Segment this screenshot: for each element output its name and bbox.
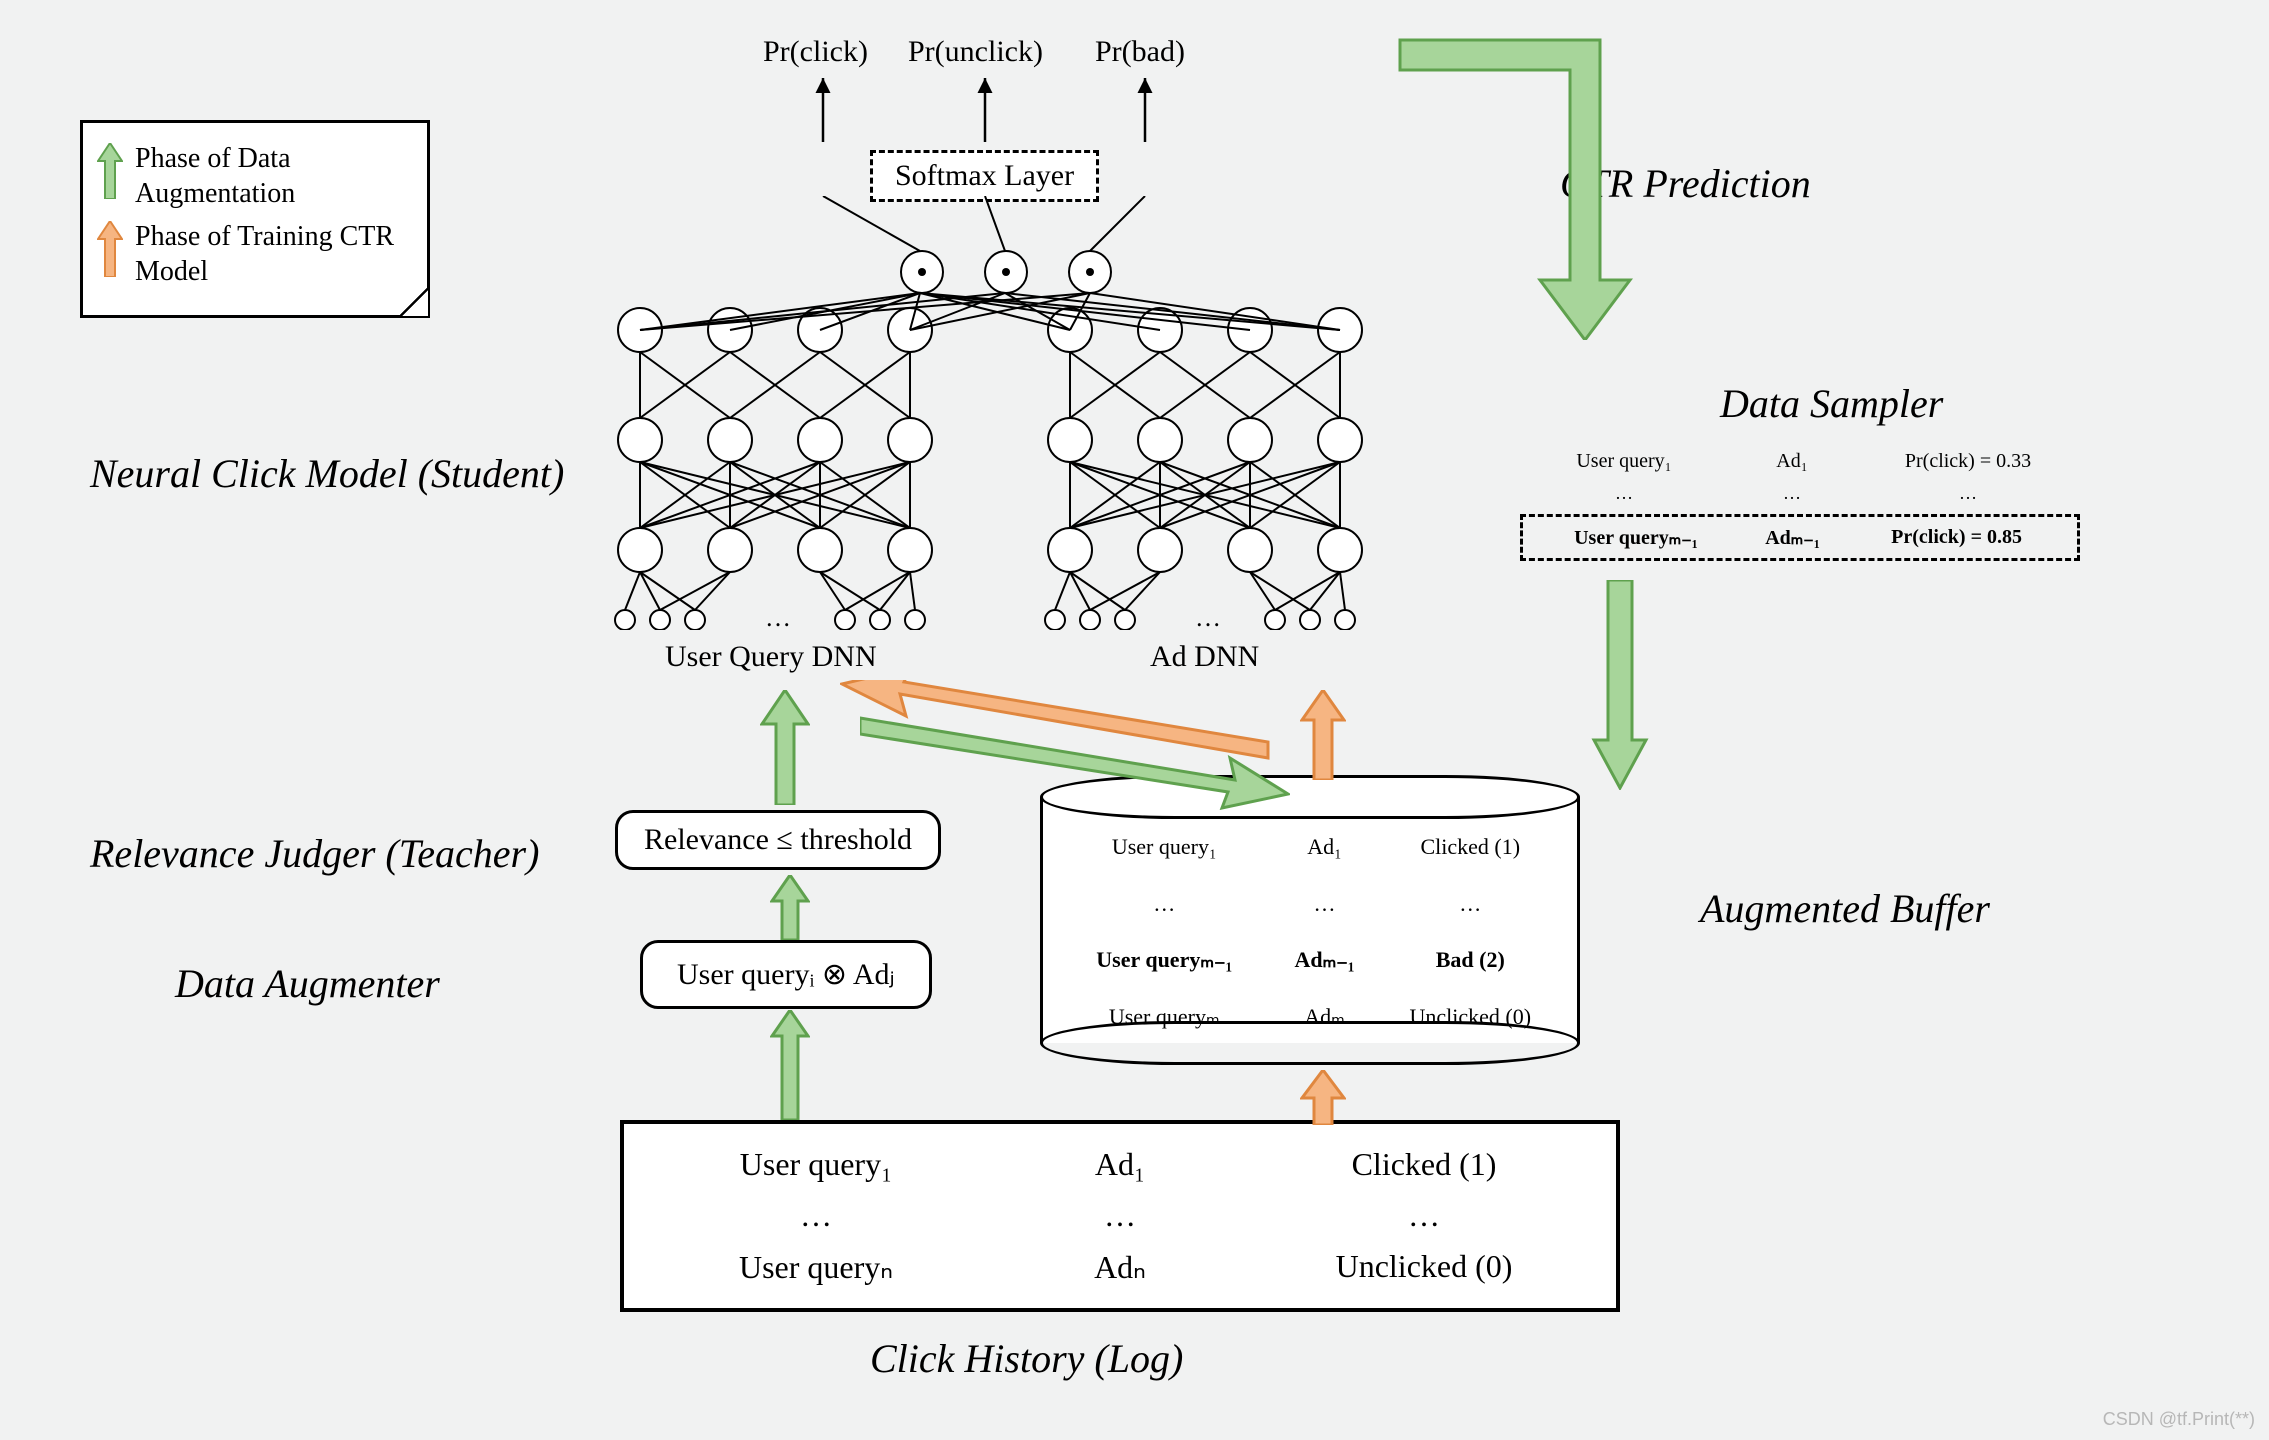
sampler-r1c2: Ad₁ — [1728, 450, 1856, 473]
user-query-dnn-svg: … — [600, 300, 960, 630]
sampler-r2c1: … — [1520, 483, 1728, 504]
buffer-r4c1: User queryₘ — [1070, 1004, 1259, 1030]
sampler-r3c3: Pr(click) = 0.85 — [1852, 526, 2061, 549]
hist-r1c2: Ad₁ — [968, 1146, 1272, 1183]
data-augmenter-expr-box: User queryᵢ ⊗ Adⱼ — [640, 940, 932, 1009]
buffer-r4c3: Unclicked (0) — [1391, 1004, 1551, 1030]
hist-r1c1: User query₁ — [664, 1146, 968, 1183]
sampler-r2c3: … — [1856, 483, 2080, 504]
click-history-box: User query₁ Ad₁ Clicked (1) … … … User q… — [620, 1120, 1620, 1312]
sampler-r2c2: … — [1728, 483, 1856, 504]
svg-text:…: … — [765, 603, 791, 630]
legend-label-1: Phase of Data Augmentation — [135, 141, 407, 211]
relevance-threshold-box: Relevance ≤ threshold — [615, 810, 941, 870]
hist-r2c3: … — [1272, 1197, 1576, 1234]
dotproduct-node-2 — [984, 250, 1028, 294]
buffer-r3c3: Bad (2) — [1391, 947, 1551, 973]
sampler-highlight-row: User queryₘ₋₁ Adₘ₋₁ Pr(click) = 0.85 — [1520, 514, 2080, 561]
arrow-sampler-to-buffer-green — [1590, 580, 1650, 790]
buffer-r2c1: … — [1070, 891, 1259, 917]
hist-r2c2: … — [968, 1197, 1272, 1234]
hist-r3c3: Unclicked (0) — [1272, 1248, 1576, 1286]
label-pr-click: Pr(click) — [763, 35, 868, 69]
softmax-to-dot-lines — [820, 196, 1150, 254]
watermark-text: CSDN @tf.Print(**) — [2103, 1409, 2255, 1430]
label-ad-dnn: Ad DNN — [1150, 640, 1259, 674]
legend-item-augmentation: Phase of Data Augmentation — [97, 141, 407, 211]
sampler-r1c3: Pr(click) = 0.33 — [1856, 450, 2080, 473]
buffer-r3c1: User queryₘ₋₁ — [1070, 947, 1259, 973]
label-data-sampler: Data Sampler — [1720, 380, 1943, 427]
buffer-r1c1: User query₁ — [1070, 834, 1259, 860]
dot-to-towers-lines — [600, 290, 1400, 340]
label-neural-click-model: Neural Click Model (Student) — [90, 450, 564, 497]
arrow-up-orange-icon — [97, 221, 123, 277]
arrow-up-green-icon — [97, 143, 123, 199]
sampler-r3c2: Adₘ₋₁ — [1733, 525, 1852, 550]
hist-r1c3: Clicked (1) — [1272, 1146, 1576, 1183]
buffer-r1c2: Ad₁ — [1267, 834, 1383, 860]
buffer-r4c2: Adₘ — [1267, 1004, 1383, 1030]
softmax-layer-box: Softmax Layer — [870, 150, 1099, 202]
legend-label-2: Phase of Training CTR Model — [135, 219, 407, 289]
hist-r3c2: Adₙ — [968, 1248, 1272, 1286]
arrow-ctr-prediction-green — [1390, 20, 1650, 340]
buffer-r2c3: … — [1391, 891, 1551, 917]
buffer-r1c3: Clicked (1) — [1391, 834, 1551, 860]
arrow-augmenter-to-relevance-green — [770, 875, 810, 940]
softmax-output-arrows — [760, 70, 1220, 150]
diagram-canvas: { "colors": { "green_fill": "#a7d59a", "… — [0, 0, 2269, 1440]
arrow-history-to-augmenter-green — [770, 1010, 810, 1120]
sampler-r1c1: User query₁ — [1520, 450, 1728, 473]
label-pr-bad: Pr(bad) — [1095, 35, 1185, 69]
legend-item-training: Phase of Training CTR Model — [97, 219, 407, 289]
arrow-relevance-to-dnn-green — [760, 690, 810, 805]
buffer-r3c2: Adₘ₋₁ — [1267, 947, 1383, 973]
dotproduct-nodes — [900, 250, 1112, 294]
hist-r2c1: … — [664, 1197, 968, 1234]
dotproduct-node-1 — [900, 250, 944, 294]
dotproduct-node-3 — [1068, 250, 1112, 294]
arrow-buffer-to-addnn-orange — [1300, 690, 1346, 780]
ad-dnn-svg: … — [1030, 300, 1390, 630]
buffer-r2c2: … — [1267, 891, 1383, 917]
arrow-history-to-buffer-orange — [1300, 1070, 1346, 1125]
label-relevance-judger: Relevance Judger (Teacher) — [90, 830, 539, 877]
data-sampler-block: User query₁ Ad₁ Pr(click) = 0.33 … … … U… — [1520, 450, 2080, 561]
legend-box: Phase of Data Augmentation Phase of Trai… — [80, 120, 430, 318]
sampler-r3c1: User queryₘ₋₁ — [1539, 525, 1733, 550]
legend-fold-corner-icon — [400, 288, 428, 316]
svg-text:…: … — [1195, 603, 1221, 630]
label-data-augmenter: Data Augmenter — [175, 960, 440, 1007]
hist-r3c1: User queryₙ — [664, 1248, 968, 1286]
augmented-buffer-cylinder: User query₁ Ad₁ Clicked (1) … … … User q… — [1040, 775, 1580, 1065]
label-pr-unclick: Pr(unclick) — [908, 35, 1043, 69]
arrow-buffer-to-userdnn-orange — [840, 680, 1270, 780]
label-user-query-dnn: User Query DNN — [665, 640, 877, 674]
label-click-history: Click History (Log) — [870, 1335, 1183, 1382]
label-augmented-buffer: Augmented Buffer — [1700, 885, 1990, 932]
